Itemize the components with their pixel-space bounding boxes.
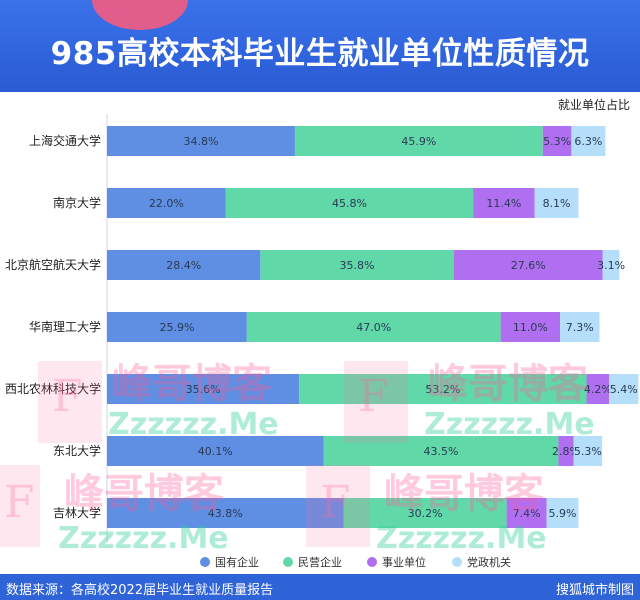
bar-segment — [560, 312, 600, 342]
legend-marker — [200, 557, 210, 567]
bar-segment — [299, 374, 587, 404]
legend-label: 国有企业 — [215, 555, 259, 569]
bar-segment — [107, 188, 226, 218]
page-title: 985高校本科毕业生就业单位性质情况 — [50, 36, 590, 72]
category-label: 华南理工大学 — [29, 319, 101, 334]
legend-marker — [367, 557, 377, 567]
legend-label: 民营企业 — [298, 555, 342, 569]
data-label: 30.2% — [408, 507, 443, 520]
bar-segment — [107, 374, 300, 404]
category-label: 南京大学 — [53, 195, 101, 210]
data-label: 5.3% — [543, 135, 571, 148]
bar-segment — [225, 188, 474, 218]
stacked-bar-chart: 上海交通大学 34.8% 45.9% 5.3% 6.3%南京大学 22.0% 45.8% 11… — [5, 114, 639, 569]
bar-segment — [571, 126, 606, 156]
bar-segment — [542, 126, 572, 156]
category-label: 西北农林科技大学 — [5, 381, 101, 396]
data-label: 8.1% — [543, 197, 571, 210]
bar-segment — [558, 436, 574, 466]
data-label: 43.5% — [424, 445, 459, 458]
data-label: 45.9% — [401, 135, 436, 148]
data-label: 6.3% — [574, 135, 602, 148]
data-label: 53.2% — [425, 383, 460, 396]
data-source: 数据来源：各高校2022届毕业生就业质量报告 — [6, 583, 274, 598]
bar-segment — [534, 188, 579, 218]
data-label: 7.4% — [513, 507, 541, 520]
data-label: 28.4% — [166, 259, 201, 272]
decorative-bubble — [92, 0, 188, 30]
chart-credit: 搜狐城市制图 — [555, 583, 634, 598]
data-label: 35.8% — [340, 259, 375, 272]
data-label: 5.9% — [549, 507, 577, 520]
category-label: 北京航空航天大学 — [5, 257, 101, 272]
data-label: 45.8% — [332, 197, 367, 210]
category-label: 吉林大学 — [53, 505, 101, 520]
data-label: 43.8% — [208, 507, 243, 520]
bar-segment — [609, 374, 639, 404]
bar-segment — [453, 250, 603, 280]
bar-segment — [323, 436, 559, 466]
bar-segment — [107, 312, 247, 342]
bar-segment — [573, 436, 603, 466]
data-label: 5.3% — [574, 445, 602, 458]
legend-marker — [283, 557, 293, 567]
data-label: 25.9% — [159, 321, 194, 334]
data-label: 34.8% — [183, 135, 218, 148]
bar-segment — [246, 312, 501, 342]
data-label: 5.4% — [610, 383, 638, 396]
bar-segment — [107, 126, 295, 156]
chart-unit-label: 就业单位占比 — [557, 98, 630, 112]
footer-bar: 数据来源：各高校2022届毕业生就业质量报告 搜狐城市制图 — [0, 574, 640, 600]
category-label: 东北大学 — [53, 443, 101, 458]
bar-segment — [473, 188, 535, 218]
bar-segment — [260, 250, 454, 280]
bar-segment — [586, 374, 610, 404]
bar-segment — [506, 498, 547, 528]
bar-segment — [343, 498, 507, 528]
data-label: 27.6% — [511, 259, 546, 272]
data-label: 4.2% — [584, 383, 612, 396]
category-label: 上海交通大学 — [29, 133, 101, 148]
bar-segment — [107, 498, 344, 528]
data-label: 22.0% — [149, 197, 184, 210]
bar-segment — [107, 250, 261, 280]
data-label: 40.1% — [198, 445, 233, 458]
bar-segment — [107, 436, 324, 466]
data-label: 7.3% — [566, 321, 594, 334]
data-label: 3.1% — [597, 259, 625, 272]
data-label: 47.0% — [356, 321, 391, 334]
legend-label: 党政机关 — [467, 555, 511, 569]
data-label: 2.8% — [552, 445, 580, 458]
data-label: 11.4% — [486, 197, 521, 210]
legend-label: 事业单位 — [382, 555, 426, 569]
bar-segment — [602, 250, 620, 280]
bar-segment — [500, 312, 561, 342]
bar-segment — [294, 126, 543, 156]
bar-segment — [546, 498, 579, 528]
data-label: 35.6% — [186, 383, 221, 396]
legend-marker — [452, 557, 462, 567]
data-label: 11.0% — [513, 321, 548, 334]
header-banner: 985高校本科毕业生就业单位性质情况 — [0, 0, 640, 92]
